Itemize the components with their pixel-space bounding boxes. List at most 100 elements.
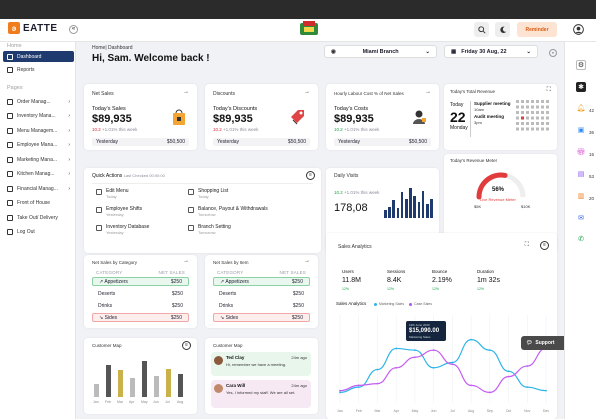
calendar-day-cell[interactable] xyxy=(521,122,524,125)
table-row[interactable]: Drinks $250 xyxy=(92,301,189,310)
calendar-day-cell[interactable] xyxy=(521,127,524,131)
series-point[interactable] xyxy=(357,384,360,387)
calendar-day-cell[interactable] xyxy=(546,122,549,125)
event-title[interactable]: Supplier meeting xyxy=(474,101,511,106)
series-point[interactable] xyxy=(357,386,360,389)
list-menu-icon[interactable]: ≡ xyxy=(540,241,549,250)
calendar-day-cell[interactable] xyxy=(541,127,544,131)
series-point[interactable] xyxy=(488,349,491,352)
series-line-0[interactable] xyxy=(339,339,547,394)
gift-icon[interactable]: 🎁︎ xyxy=(576,149,586,156)
sidebar-item-7[interactable]: Front of House xyxy=(3,198,74,209)
quick-action-item[interactable]: Inventory Database Yesterday xyxy=(96,224,149,235)
series-point[interactable] xyxy=(432,349,435,352)
series-point[interactable] xyxy=(432,366,435,369)
series-point[interactable] xyxy=(470,384,472,387)
arrow-right-icon[interactable]: → xyxy=(304,258,310,264)
night-mode-button[interactable] xyxy=(495,22,510,37)
calendar-day-cell[interactable] xyxy=(541,116,544,120)
calendar-day-cell[interactable] xyxy=(546,116,549,120)
date-picker[interactable]: ▦ Friday 30 Aug, 22 ⌄ xyxy=(444,45,538,58)
calendar-day-cell[interactable] xyxy=(516,127,519,131)
series-point[interactable] xyxy=(376,368,379,371)
series-point[interactable] xyxy=(507,375,510,378)
sidebar-item-8[interactable]: Take Out/ Delivery xyxy=(3,212,74,223)
sidebar-item-0[interactable]: Order Manag... › xyxy=(3,96,74,107)
calendar-day-cell[interactable] xyxy=(546,100,549,103)
calendar-day-cell[interactable] xyxy=(546,127,549,131)
calendar-day-cell[interactable] xyxy=(536,122,539,125)
calendar-day-cell[interactable] xyxy=(531,122,534,125)
legend-item[interactable]: Marketing Sales xyxy=(379,302,405,306)
series-point[interactable] xyxy=(526,365,529,367)
series-point[interactable] xyxy=(451,361,454,364)
series-point[interactable] xyxy=(339,389,341,392)
reminder-button[interactable]: Reminder xyxy=(517,22,557,37)
right-rail-collapse-button[interactable]: » xyxy=(549,49,557,57)
sidebar-item-4[interactable]: Marketing Mana... › xyxy=(3,154,74,165)
branch-select[interactable]: ◉ Miami Branch ⌄ xyxy=(324,45,437,58)
sidebar-item-9[interactable]: Log Out xyxy=(3,227,74,238)
calendar-day-cell[interactable] xyxy=(536,105,539,109)
series-point[interactable] xyxy=(470,338,472,341)
chat-icon[interactable]: ▤ xyxy=(577,171,585,178)
series-point[interactable] xyxy=(526,386,529,389)
apps-icon[interactable]: ▣ xyxy=(577,127,585,134)
list-menu-icon[interactable]: ≡ xyxy=(182,341,191,350)
support-button[interactable]: 💬︎ Support xyxy=(521,336,567,350)
calendar-day-cell[interactable] xyxy=(516,122,519,125)
event-title[interactable]: Audit meeting xyxy=(474,114,504,119)
calendar-day-cell[interactable] xyxy=(531,105,534,109)
table-row[interactable]: ↗ Appetizers $250 xyxy=(92,277,189,286)
calendar-day-cell[interactable] xyxy=(536,127,539,131)
legend-item[interactable]: Case Sales xyxy=(414,302,433,306)
arrow-right-icon[interactable]: → xyxy=(183,89,189,95)
arrow-right-icon[interactable]: → xyxy=(304,89,310,95)
calendar-day-cell[interactable] xyxy=(536,116,539,120)
calendar-day-cell[interactable] xyxy=(541,122,544,125)
message-item[interactable]: Cara Will 24m ago Yes, I informed my sta… xyxy=(211,380,311,408)
sidebar-item-dashboard[interactable]: Dashboard xyxy=(3,51,74,62)
expand-icon[interactable]: ⛶ xyxy=(546,87,551,93)
series-point[interactable] xyxy=(488,391,491,394)
calendar-day-cell[interactable] xyxy=(546,105,549,109)
quick-action-item[interactable]: Employee Shifts Yesterday xyxy=(96,206,142,217)
expand-icon[interactable]: ⛶ xyxy=(524,242,529,248)
search-button[interactable] xyxy=(474,22,489,37)
calendar-day-cell[interactable] xyxy=(516,100,519,103)
series-point[interactable] xyxy=(395,366,398,369)
calendar-day-cell[interactable] xyxy=(521,111,524,114)
table-row[interactable]: Drinks $250 xyxy=(213,301,310,310)
bell-icon[interactable]: 🔔︎ xyxy=(576,105,586,112)
series-point[interactable] xyxy=(451,363,454,366)
message-item[interactable]: Ted Clay 24m ago Hi, remember we have a … xyxy=(211,352,311,376)
mini-calendar-grid[interactable] xyxy=(516,100,552,136)
sales-line-chart[interactable]: Jan Feb Mar Apr May Jun Jul Aug Sep Oct Nov Dec xyxy=(334,309,552,415)
series-point[interactable] xyxy=(376,382,379,385)
calendar-day-cell[interactable] xyxy=(531,100,534,103)
sidebar-item-3[interactable]: Employee Mana... › xyxy=(3,140,74,151)
app-logo[interactable]: ǝ EATTE xyxy=(8,22,58,34)
calendar-day-cell[interactable] xyxy=(526,116,529,120)
sidebar-item-1[interactable]: Inventory Mana... › xyxy=(3,111,74,122)
calendar-day-cell[interactable] xyxy=(521,116,524,120)
series-point[interactable] xyxy=(507,370,510,373)
table-row[interactable]: Deserts $250 xyxy=(92,289,189,298)
calendar-day-cell[interactable] xyxy=(536,100,539,103)
sidebar-collapse-button[interactable]: « xyxy=(69,25,78,34)
sidebar-item-reports[interactable]: Reports xyxy=(3,64,74,75)
settings-icon[interactable]: ⚙ xyxy=(576,60,586,70)
breadcrumb[interactable]: Home| Dashboard xyxy=(92,45,133,51)
quick-action-item[interactable]: Edit Menu Today xyxy=(96,188,129,199)
calendar-day-cell[interactable] xyxy=(526,100,529,103)
calendar-day-cell[interactable] xyxy=(526,105,529,109)
calendar-day-cell[interactable] xyxy=(541,111,544,114)
series-line-1[interactable] xyxy=(339,347,547,394)
list-menu-icon[interactable]: ≡ xyxy=(306,171,315,180)
series-point[interactable] xyxy=(339,391,341,394)
user-avatar-button[interactable] xyxy=(571,22,586,37)
series-point[interactable] xyxy=(545,389,547,392)
calendar-day-cell[interactable] xyxy=(521,100,524,103)
calendar-day-cell[interactable] xyxy=(521,105,524,109)
calendar-day-cell[interactable] xyxy=(541,100,544,103)
